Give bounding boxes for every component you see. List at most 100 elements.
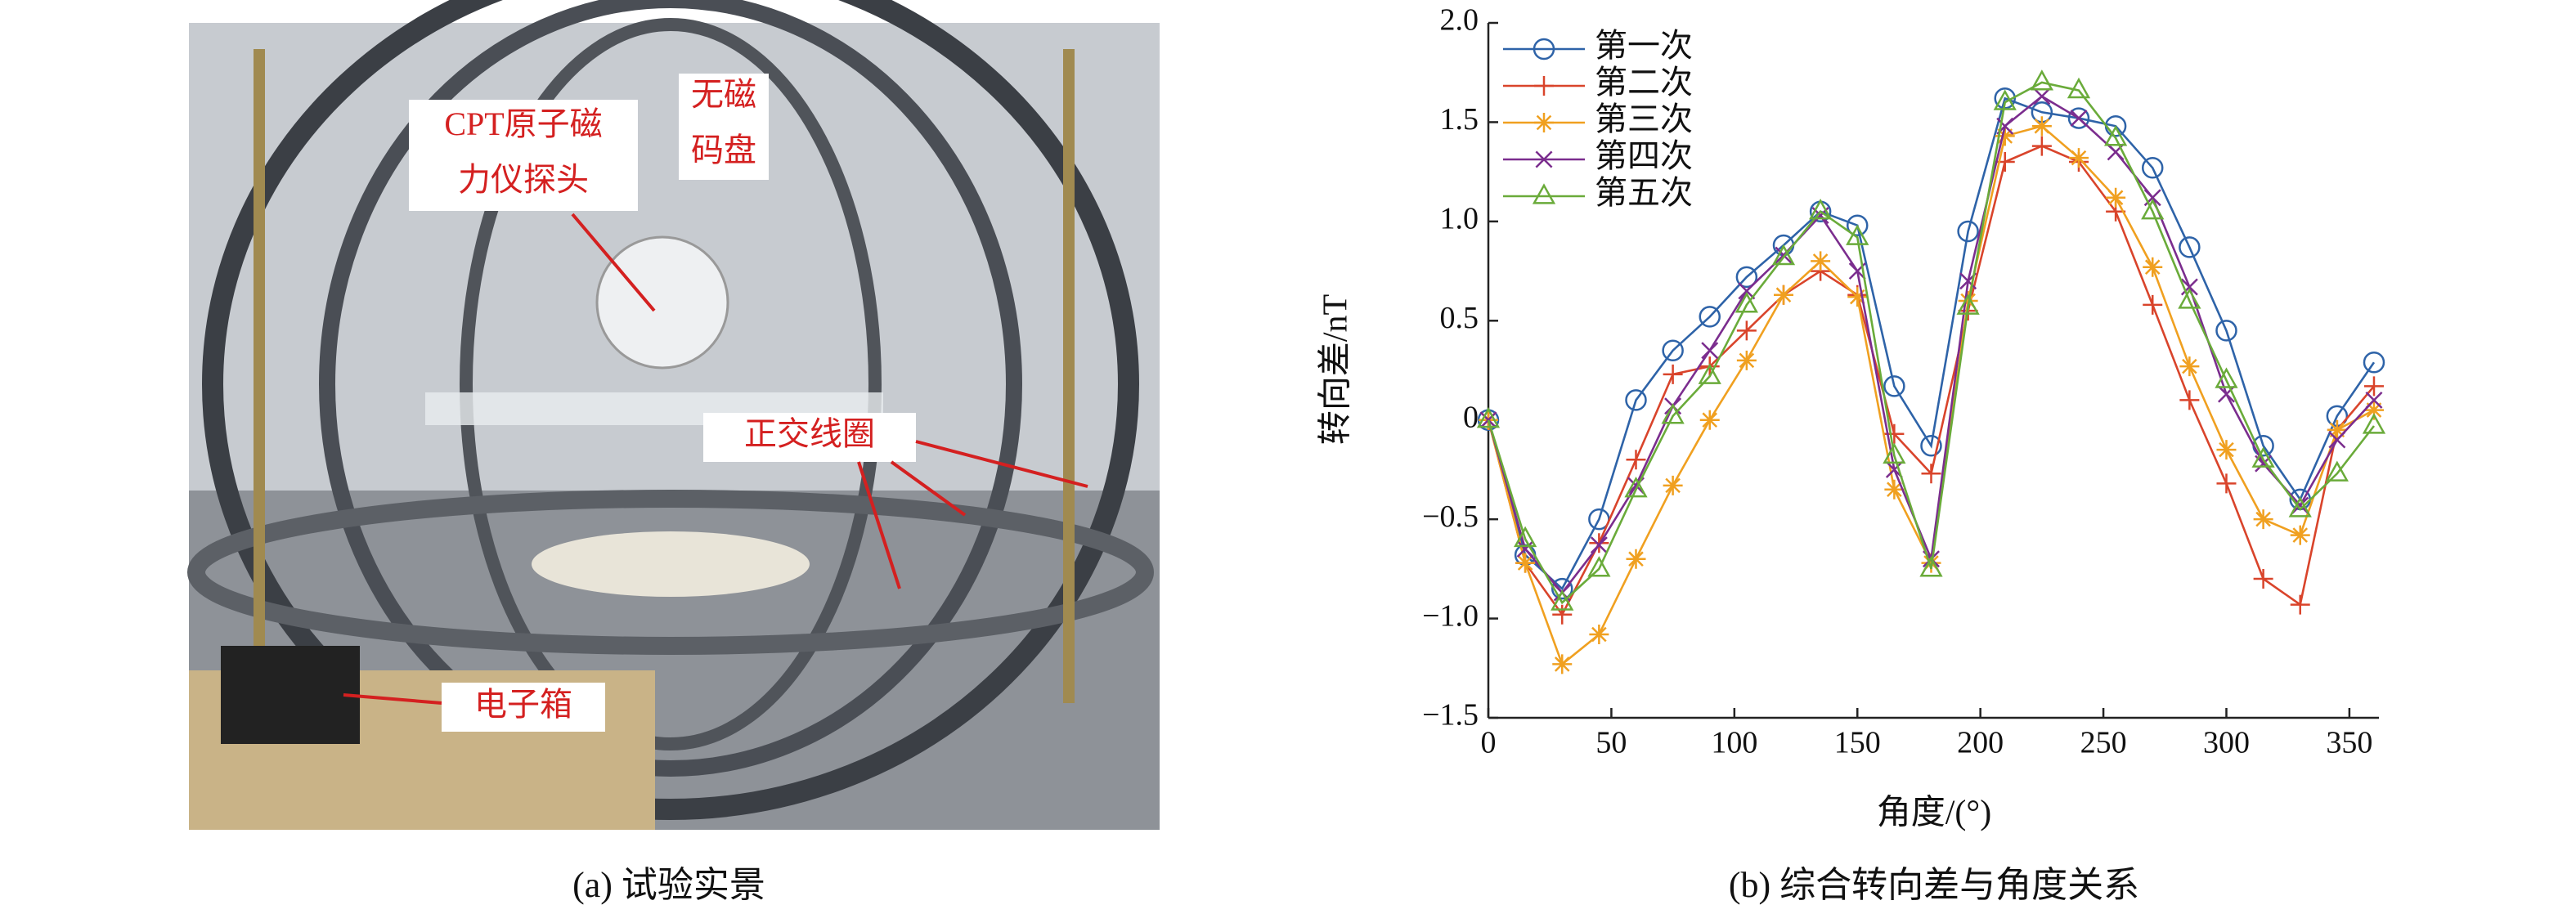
ring (202, 0, 1139, 820)
marker (1957, 220, 1979, 243)
marker (2215, 320, 2237, 342)
series-line (1487, 145, 2375, 617)
marker (2141, 198, 2165, 220)
legend-marker (1534, 113, 1554, 132)
legend-marker (1535, 150, 1553, 168)
marker (2106, 187, 2126, 208)
photo-label: 无磁 (691, 76, 756, 113)
y-tick-label: 0.5 (1440, 301, 1479, 335)
marker (2253, 569, 2273, 589)
ring (460, 18, 882, 750)
marker (1921, 464, 1941, 484)
x-tick-label: 100 (1711, 726, 1757, 760)
y-tick-label: 1.5 (1440, 102, 1479, 137)
x-tick-label: 350 (2326, 726, 2372, 760)
leader-line (571, 213, 656, 312)
label-box (409, 100, 638, 211)
probe-dial (595, 235, 729, 370)
marker (1883, 375, 1905, 397)
x-tick-label: 200 (1957, 726, 2004, 760)
ring (319, 0, 1022, 777)
marker (2218, 385, 2235, 403)
y-tick-label: −0.5 (1422, 500, 1479, 534)
marker (2178, 288, 2201, 309)
leader-line (890, 460, 967, 517)
legend-label: 第三次 (1595, 101, 1693, 137)
marker (1699, 410, 1720, 430)
marker (2251, 446, 2275, 468)
legend-label: 第五次 (1595, 174, 1693, 211)
label-box (679, 74, 769, 180)
legend-marker (1533, 38, 1555, 60)
marker (1995, 126, 2015, 146)
x-tick-label: 50 (1595, 726, 1627, 760)
marker (1738, 282, 1756, 300)
marker (1624, 476, 1648, 498)
marker (2030, 69, 2053, 91)
x-tick-label: 250 (2080, 726, 2127, 760)
marker (1736, 320, 1757, 341)
photo-label: 正交线圈 (744, 415, 875, 452)
y-tick-label: 2.0 (1440, 3, 1479, 38)
marker (1590, 536, 1608, 554)
y-tick-label: 1.0 (1440, 202, 1479, 236)
marker (1956, 293, 1980, 315)
marker (2291, 496, 2309, 514)
marker (1736, 350, 1757, 370)
marker (2103, 125, 2128, 146)
marker (1884, 479, 1905, 500)
marker (1735, 266, 1758, 289)
series-line (1487, 96, 2376, 591)
x-tick-label: 150 (1834, 726, 1881, 760)
photo-label: 电子箱 (474, 686, 572, 723)
marker (1626, 549, 1646, 569)
marker (1846, 224, 1869, 245)
pole (1063, 49, 1075, 703)
leader-line (343, 693, 442, 705)
marker (1919, 556, 1943, 577)
marker (1551, 589, 1574, 611)
legend-label: 第四次 (1595, 137, 1693, 174)
marker (1552, 654, 1573, 674)
marker (1551, 577, 1573, 600)
marker (2363, 376, 2384, 397)
caption: (b) 综合转向差与角度关系 (1729, 865, 2139, 905)
leader-line (915, 440, 1088, 488)
marker (2070, 110, 2088, 128)
marker (2363, 400, 2384, 420)
disk (532, 531, 810, 597)
marker (1552, 604, 1573, 625)
marker (2141, 157, 2164, 179)
marker (2362, 413, 2386, 434)
marker (1811, 251, 1831, 271)
marker (1735, 292, 1758, 313)
marker (1883, 442, 1906, 464)
photo-label: 码盘 (691, 132, 756, 168)
marker (2143, 257, 2163, 277)
y-axis-label: 转向差/nT (1317, 294, 1355, 445)
marker (1661, 403, 1685, 424)
marker (1476, 406, 1501, 428)
marker (2107, 143, 2125, 161)
series-line (1487, 81, 2376, 605)
pole (254, 49, 265, 703)
legend-label: 第一次 (1595, 27, 1693, 64)
marker (1699, 306, 1721, 328)
y-tick-label: 0 (1463, 400, 1479, 434)
marker (2067, 77, 2091, 99)
marker (2216, 473, 2237, 494)
x-tick-label: 0 (1481, 726, 1497, 760)
marker (2365, 391, 2383, 409)
marker (2031, 116, 2052, 137)
y-tick-label: −1.0 (1422, 598, 1479, 633)
legend-marker (1534, 76, 1554, 96)
marker (1698, 363, 1721, 384)
marker (1513, 526, 1537, 548)
marker (2290, 594, 2310, 615)
marker (1626, 450, 1646, 470)
marker (1993, 89, 2017, 110)
marker (2216, 440, 2237, 460)
photo: CPT原子磁 力仪探头 无磁 码盘 正交线圈 电子箱 (187, 0, 1160, 830)
marker (1701, 342, 1719, 360)
